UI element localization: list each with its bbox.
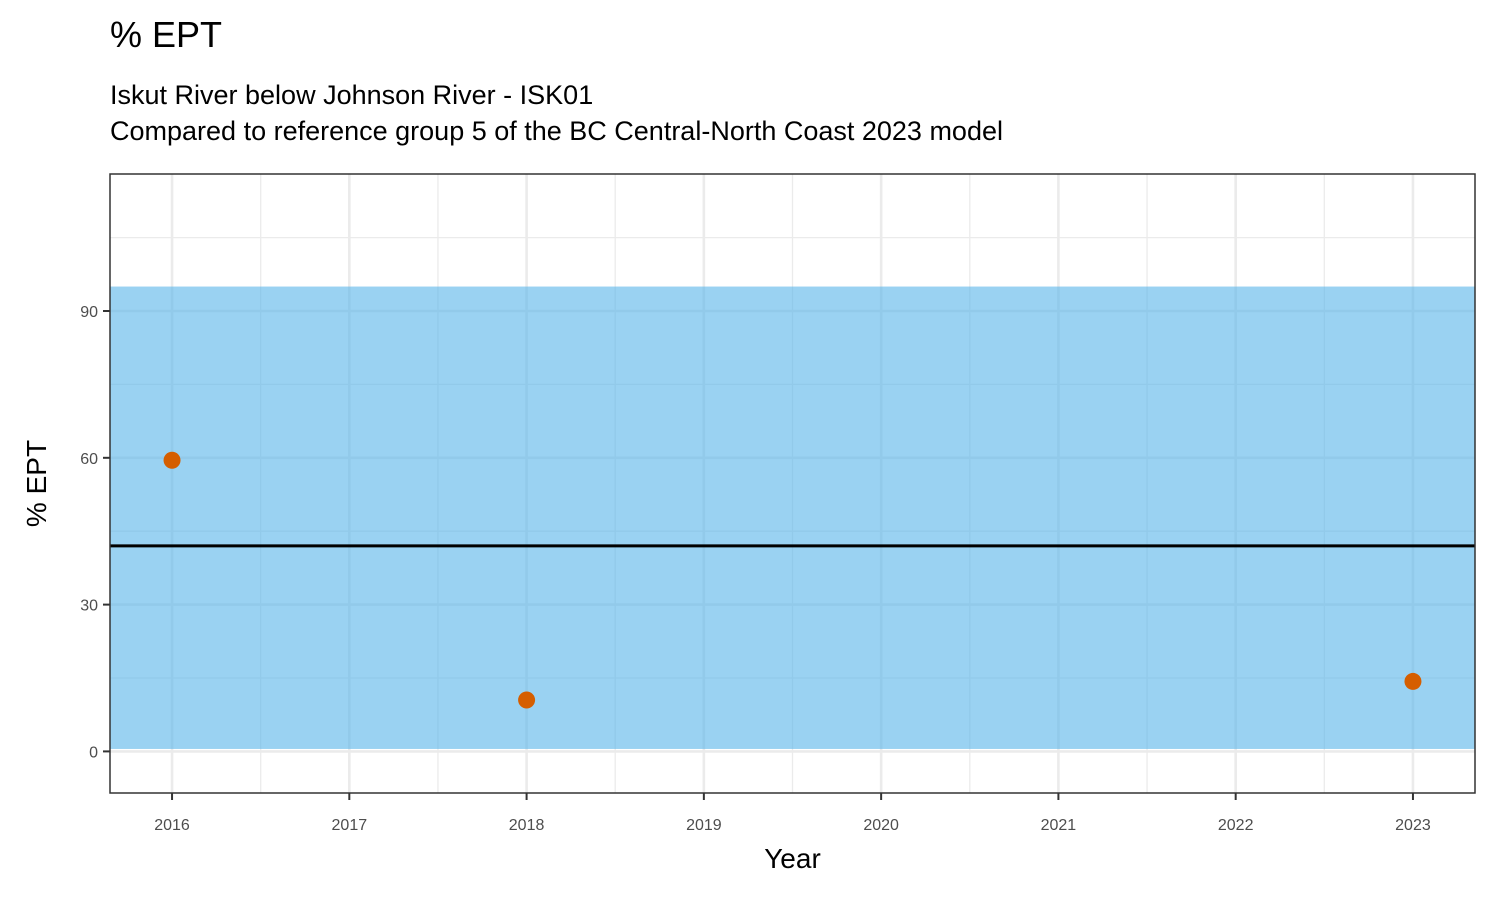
y-tick-label: 0	[89, 744, 98, 761]
x-tick-label: 2019	[686, 817, 722, 834]
y-tick-label: 90	[80, 304, 98, 321]
x-tick-label: 2018	[509, 817, 545, 834]
x-axis-title: Year	[764, 843, 821, 874]
reference-band-layer	[110, 286, 1475, 749]
data-point	[518, 691, 536, 709]
data-point	[1404, 672, 1422, 690]
x-tick-label: 2023	[1395, 817, 1431, 834]
x-tick-label: 2017	[332, 817, 368, 834]
y-tick-label: 30	[80, 598, 98, 615]
data-point	[163, 451, 181, 469]
data-points	[163, 451, 1422, 709]
chart-subtitle-site: Iskut River below Johnson River - ISK01	[110, 80, 594, 110]
x-tick-label: 2016	[154, 817, 190, 834]
chart-subtitle-reference: Compared to reference group 5 of the BC …	[110, 116, 1003, 146]
y-axis: 0 30 60 90	[80, 304, 110, 761]
y-tick-label: 60	[80, 451, 98, 468]
x-tick-label: 2022	[1218, 817, 1254, 834]
y-axis-title: % EPT	[21, 440, 52, 527]
reference-range-band	[110, 286, 1475, 749]
chart-title: % EPT	[110, 14, 223, 55]
x-tick-label: 2020	[863, 817, 899, 834]
panel-border	[109, 173, 1476, 794]
x-tick-label: 2021	[1041, 817, 1077, 834]
x-axis: 2016 2017 2018 2019 2020 2021 2022 2023	[154, 793, 1431, 834]
